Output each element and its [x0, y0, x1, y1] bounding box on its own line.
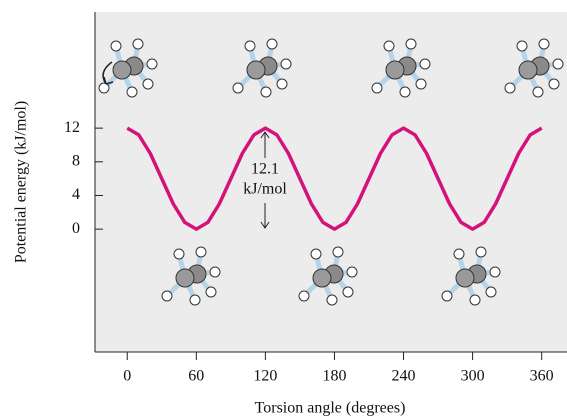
y-tick-label: 0	[72, 220, 80, 237]
x-tick-label: 360	[530, 368, 554, 385]
x-tick-label: 240	[392, 368, 416, 385]
annotation: kJ/mol	[243, 181, 287, 198]
y-tick-label: 12	[64, 119, 80, 136]
x-tick-label: 120	[253, 368, 277, 385]
x-tick-label: 180	[322, 368, 346, 385]
x-tick-label: 0	[123, 368, 131, 385]
y-tick-label: 4	[72, 186, 80, 203]
annotation-arrow	[260, 131, 270, 229]
annotation: 12.1	[251, 161, 279, 178]
x-axis-label: Torsion angle (degrees)	[255, 400, 406, 417]
y-axis-label: Potential energy (kJ/mol)	[13, 101, 30, 263]
rotation-arrow	[102, 61, 114, 85]
line	[126, 126, 543, 231]
x-tick-label: 300	[461, 368, 485, 385]
y-tick-label: 8	[72, 152, 80, 169]
x-tick-label: 60	[188, 368, 204, 385]
